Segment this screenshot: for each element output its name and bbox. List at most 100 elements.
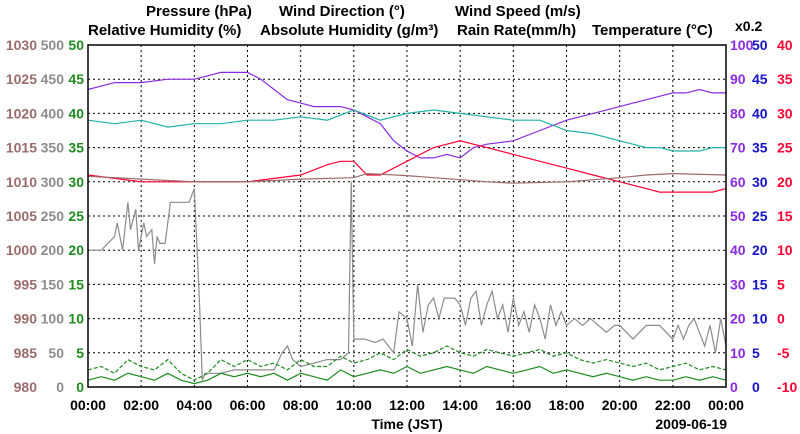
ytick-pressure-7: 995 [14,276,38,292]
ytick-wind-speed-0: 50 [68,37,84,53]
ytick-wind-speed-6: 20 [68,242,84,258]
xtick-3: 06:00 [230,397,266,413]
ytick-pressure-1: 1025 [6,71,37,87]
legend-rain-rate: Rain Rate(mm/h) [457,22,577,39]
ytick-rain-rate-8: 10 [752,311,768,327]
xtick-5: 10:00 [336,397,372,413]
x-tick-labels: 00:00 02:00 04:00 06:00 08:00 10:00 12:00 14:00… [70,397,744,413]
ytick-wind-speed-10: 0 [76,379,84,395]
series-6 [87,345,727,381]
ytick-wind-direction-6: 200 [41,242,65,258]
ytick-relative-humidity-3: 70 [730,140,746,156]
ytick-rain-rate-7: 15 [752,276,768,292]
ytick-temperature-6: 10 [777,242,793,258]
ytick-wind-speed-4: 30 [68,174,84,190]
legend-relative-humidity: Relative Humidity (%) [88,22,242,39]
ytick-pressure-8: 990 [14,311,38,327]
xtick-7: 14:00 [442,397,478,413]
ytick-temperature-2: 30 [777,105,793,121]
ytick-wind-direction-5: 250 [41,208,65,224]
xtick-12: 00:00 [708,397,744,413]
date-label: 2009-06-19 [655,416,727,432]
ytick-temperature-9: -5 [777,345,790,361]
ytick-wind-speed-1: 45 [68,71,84,87]
ytick-wind-direction-4: 300 [41,174,65,190]
legend-scale-note: x0.2 [735,18,763,34]
ytick-relative-humidity-4: 60 [730,174,746,190]
ytick-relative-humidity-0: 100 [730,37,754,53]
ytick-rain-rate-6: 20 [752,242,768,258]
xtick-10: 20:00 [602,397,638,413]
ytick-rain-rate-10: 0 [752,379,760,395]
ytick-wind-direction-0: 500 [41,37,65,53]
ytick-relative-humidity-1: 90 [730,71,746,87]
ytick-pressure-4: 1010 [6,174,37,190]
ytick-rain-rate-1: 45 [752,71,768,87]
ytick-pressure-6: 1000 [6,242,37,258]
ytick-wind-direction-9: 50 [48,345,64,361]
xtick-2: 04:00 [176,397,212,413]
ytick-temperature-5: 15 [777,208,793,224]
ytick-pressure-3: 1015 [6,140,37,156]
ytick-wind-speed-8: 10 [68,311,84,327]
y-tick-labels: 1030102510201015101010051000995990985980… [6,37,798,395]
ytick-wind-direction-10: 0 [56,379,64,395]
ytick-wind-speed-3: 35 [68,140,84,156]
ytick-relative-humidity-6: 40 [730,242,746,258]
ytick-wind-direction-3: 350 [41,140,65,156]
ytick-wind-direction-7: 150 [41,276,65,292]
ytick-wind-speed-7: 15 [68,276,84,292]
ytick-rain-rate-2: 40 [752,105,768,121]
ytick-pressure-9: 985 [14,345,38,361]
ytick-relative-humidity-10: 0 [730,379,738,395]
ytick-rain-rate-5: 25 [752,208,768,224]
ytick-wind-speed-2: 40 [68,105,84,121]
ytick-temperature-4: 20 [777,174,793,190]
legend-wind-direction: Wind Direction (°) [279,3,405,20]
ytick-temperature-8: 0 [777,311,785,327]
ytick-temperature-3: 25 [777,140,793,156]
legend-absolute-humidity: Absolute Humidity (g/m³) [260,22,439,39]
ytick-relative-humidity-9: 10 [730,345,746,361]
xtick-4: 08:00 [283,397,319,413]
x-axis-label: Time (JST) [371,416,442,432]
series-0 [87,71,726,159]
ytick-pressure-2: 1020 [6,105,37,121]
xtick-0: 00:00 [70,397,106,413]
ytick-pressure-0: 1030 [6,37,37,53]
series-3 [87,172,727,184]
legend-pressure: Pressure (hPa) [146,3,252,20]
xtick-11: 22:00 [655,397,691,413]
ytick-rain-rate-0: 50 [752,37,768,53]
ytick-relative-humidity-7: 30 [730,276,746,292]
xtick-1: 02:00 [123,397,159,413]
legend-temperature: Temperature (°C) [592,22,713,39]
ytick-rain-rate-4: 30 [752,174,768,190]
series-1 [87,109,726,152]
series-5 [87,365,727,385]
ytick-wind-direction-8: 100 [41,311,65,327]
ytick-relative-humidity-5: 50 [730,208,746,224]
series-4 [88,181,727,381]
legend-wind-speed: Wind Speed (m/s) [455,3,581,20]
ytick-rain-rate-9: 5 [752,345,760,361]
ytick-wind-direction-1: 450 [41,71,65,87]
ytick-wind-direction-2: 400 [41,105,65,121]
ytick-rain-rate-3: 35 [752,140,768,156]
ytick-wind-speed-5: 25 [68,208,84,224]
ytick-wind-speed-9: 5 [76,345,84,361]
plot-frame [87,44,727,388]
ytick-temperature-0: 40 [777,37,793,53]
series-lines [87,71,727,385]
xtick-8: 16:00 [495,397,531,413]
ytick-temperature-7: 5 [777,276,785,292]
xtick-6: 12:00 [389,397,425,413]
ytick-pressure-5: 1005 [6,208,37,224]
ytick-relative-humidity-8: 20 [730,311,746,327]
ytick-pressure-10: 980 [14,379,38,395]
ytick-temperature-10: -10 [777,379,797,395]
ytick-temperature-1: 35 [777,71,793,87]
xtick-9: 18:00 [549,397,585,413]
ytick-relative-humidity-2: 80 [730,105,746,121]
